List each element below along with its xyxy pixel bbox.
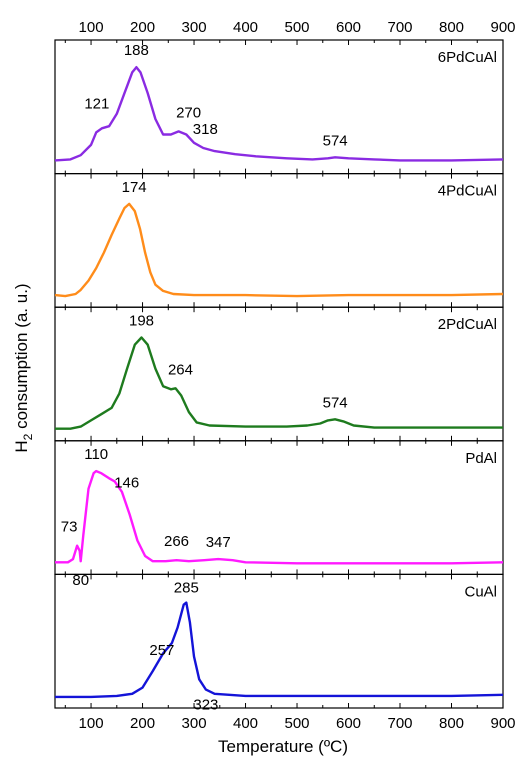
bottom-tick-label: 600 — [336, 715, 361, 732]
peak-label-198: 198 — [129, 312, 154, 329]
peak-label-318: 318 — [193, 121, 218, 138]
top-tick-label: 400 — [233, 19, 258, 36]
peak-label-73: 73 — [61, 519, 78, 536]
top-tick-label: 100 — [79, 19, 104, 36]
peak-label-347: 347 — [206, 534, 231, 551]
top-x-axis: 100 200 300 400 500 600 700 800 900 — [79, 19, 516, 36]
panel-PdAl: PdAl 73 80 110 146 266 347 — [54, 440, 504, 589]
top-tick-label: 500 — [285, 19, 310, 36]
top-tick-label: 800 — [439, 19, 464, 36]
peak-label-323: 323 — [193, 697, 218, 714]
x-axis-title: Temperature (ºC) — [218, 737, 348, 756]
panel-CuAl: CuAl 257 285 323 — [54, 573, 504, 714]
bottom-tick-label: 700 — [387, 715, 412, 732]
panel-label-2PdCuAl: 2PdCuAl — [438, 316, 497, 333]
bottom-tick-label: 900 — [490, 715, 515, 732]
series-line-4PdCuAl — [54, 202, 504, 298]
peak-label-257: 257 — [149, 642, 174, 659]
peak-label-264: 264 — [168, 361, 193, 378]
top-tick-label: 200 — [130, 19, 155, 36]
panel-2PdCuAl: 2PdCuAl 198 264 574 — [54, 306, 504, 442]
series-line-6PdCuAl — [54, 66, 504, 162]
panel-4PdCuAl: 4PdCuAl 174 — [54, 173, 504, 308]
series-line-2PdCuAl — [55, 336, 503, 430]
peak-label-270: 270 — [176, 104, 201, 121]
bottom-tick-label: 400 — [233, 715, 258, 732]
panel-frame — [54, 306, 504, 442]
panel-frame — [54, 573, 504, 709]
panel-label-PdAl: PdAl — [465, 450, 497, 467]
peak-label-285: 285 — [174, 580, 199, 597]
panel-label-6PdCuAl: 6PdCuAl — [438, 49, 497, 66]
panel-frame — [54, 39, 504, 175]
peak-label-110: 110 — [84, 446, 108, 463]
peak-label-574: 574 — [323, 394, 348, 411]
bottom-tick-label: 500 — [285, 715, 310, 732]
peak-label-174: 174 — [122, 179, 147, 196]
peak-label-574: 574 — [323, 132, 348, 149]
y-axis-title: H2 consumption (a. u.) — [12, 283, 35, 452]
peak-label-266: 266 — [164, 533, 189, 550]
panel-frame — [54, 440, 504, 575]
bottom-tick-label: 300 — [182, 715, 207, 732]
panel-label-4PdCuAl: 4PdCuAl — [438, 183, 497, 200]
series-line-PdAl — [55, 469, 504, 565]
top-tick-label: 900 — [490, 19, 515, 36]
bottom-tick-label: 800 — [439, 715, 464, 732]
panel-label-CuAl: CuAl — [464, 583, 497, 600]
top-tick-label: 600 — [336, 19, 361, 36]
peak-label-188: 188 — [124, 42, 149, 59]
bottom-tick-label: 100 — [79, 715, 104, 732]
top-tick-label: 700 — [387, 19, 412, 36]
top-tick-label: 300 — [182, 19, 207, 36]
bottom-tick-label: 200 — [130, 715, 155, 732]
series-line-CuAl — [55, 601, 504, 699]
peak-label-80: 80 — [72, 572, 89, 589]
peak-label-121: 121 — [84, 95, 109, 112]
peak-label-146: 146 — [114, 474, 139, 491]
bottom-x-axis: 100 200 300 400 500 600 700 800 900 — [79, 715, 516, 732]
